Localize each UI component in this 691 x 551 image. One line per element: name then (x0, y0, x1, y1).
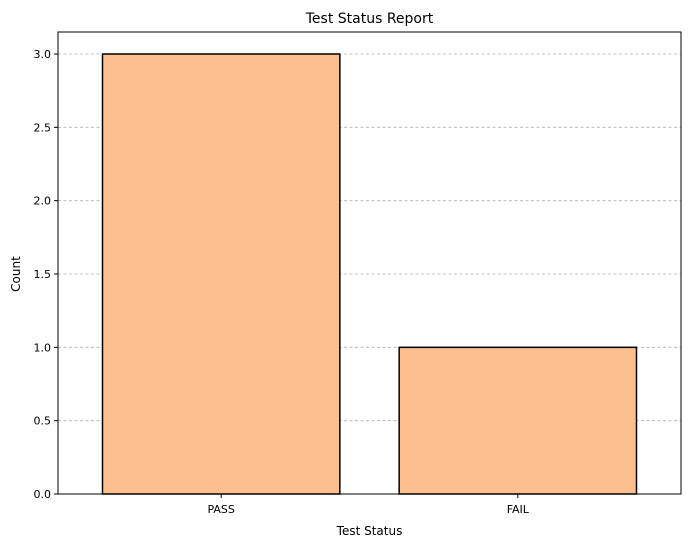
y-tick-label: 1.0 (34, 341, 52, 354)
y-tick-label: 0.0 (34, 488, 52, 501)
bar-pass (101, 53, 341, 495)
x-tick-label: PASS (207, 503, 234, 516)
axes-frame (57, 31, 682, 495)
x-tick-label: FAIL (507, 503, 530, 516)
y-tick-label: 3.0 (34, 48, 52, 61)
x-axis-label: Test Status (336, 524, 403, 538)
chart-title: Test Status Report (305, 11, 434, 27)
y-tick-label: 2.0 (34, 195, 52, 208)
y-tick-label: 0.5 (34, 415, 52, 428)
y-tick-label: 2.5 (34, 121, 52, 134)
axes (57, 31, 682, 495)
bars (101, 53, 638, 495)
x-ticks: PASS FAIL (207, 494, 530, 516)
y-axis-label: Count (9, 256, 23, 292)
bar-fail (398, 346, 638, 495)
y-tick-label: 1.5 (34, 268, 52, 281)
y-ticks: 0.0 0.5 1.0 1.5 2.0 2.5 3.0 (34, 48, 58, 501)
